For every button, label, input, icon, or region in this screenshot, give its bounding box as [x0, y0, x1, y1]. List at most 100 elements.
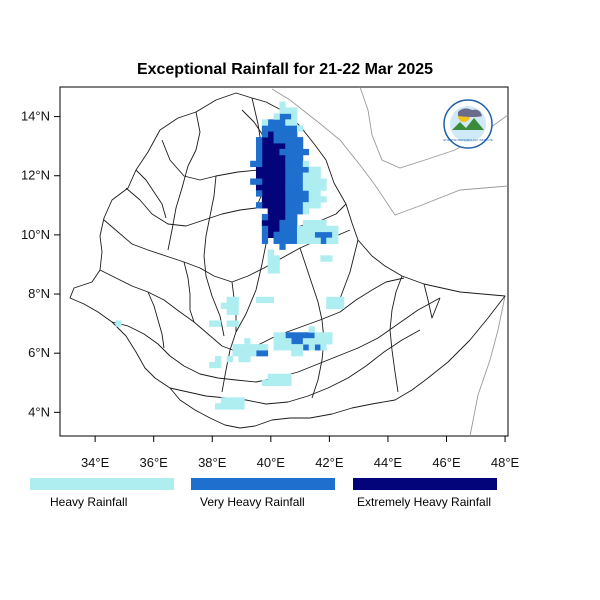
rainfall-cell	[291, 350, 298, 357]
rainfall-cell	[291, 225, 298, 233]
rainfall-cell	[226, 308, 233, 315]
rainfall-cell	[279, 113, 286, 120]
rainfall-cell	[232, 308, 239, 315]
plot-frame	[59, 86, 509, 437]
rainfall-cell	[279, 243, 286, 250]
x-tick-label: 36°E	[140, 455, 169, 470]
rainfall-cell	[314, 344, 321, 351]
rainfall-cell	[308, 231, 315, 239]
rainfall-cell	[291, 148, 298, 156]
rainfall-cell	[285, 231, 292, 239]
rainfall-cell	[326, 237, 333, 244]
rainfall-cell	[244, 350, 251, 357]
rainfall-cell	[238, 350, 245, 357]
rainfall-cell	[214, 320, 222, 327]
rainfall-cell	[273, 178, 280, 185]
rainfall-cell	[267, 160, 274, 168]
rainfall-cell	[296, 142, 304, 150]
rainfall-cell	[285, 190, 292, 197]
rainfall-cell	[285, 125, 292, 132]
rainfall-cell	[320, 225, 327, 233]
rainfall-cell	[308, 237, 315, 244]
rainfall-cell	[232, 350, 239, 357]
rainfall-cell	[273, 137, 280, 144]
rainfall-cell	[244, 344, 251, 351]
rainfall-cell	[285, 119, 292, 126]
rainfall-cell	[279, 231, 286, 239]
rainfall-cell	[285, 178, 292, 185]
x-tick-label: 34°E	[81, 455, 110, 470]
rainfall-cell	[320, 255, 327, 262]
rainfall-cell	[273, 338, 280, 345]
rainfall-cell	[220, 403, 228, 410]
rainfall-cell	[302, 190, 310, 197]
rainfall-cell	[308, 202, 315, 209]
rainfall-cell	[255, 296, 263, 304]
rainfall-cell	[273, 219, 280, 227]
rainfall-cell	[267, 261, 274, 268]
rainfall-cell	[273, 154, 280, 162]
rainfall-cell	[296, 344, 304, 351]
rainfall-cell	[320, 184, 327, 191]
rainfall-cell	[285, 202, 292, 209]
rainfall-cell	[291, 344, 298, 351]
rainfall-cell	[296, 190, 304, 197]
rainfall-cell	[291, 131, 298, 138]
rainfall-cell	[291, 172, 298, 179]
rainfall-cell	[261, 190, 269, 197]
rainfall-cell	[308, 332, 315, 339]
rainfall-cell	[267, 184, 274, 191]
rainfall-cell	[285, 196, 292, 203]
rainfall-cell	[273, 373, 280, 381]
rainfall-cell	[291, 208, 298, 215]
rainfall-cell	[285, 208, 292, 215]
rainfall-cell	[279, 119, 286, 126]
rainfall-cell	[273, 166, 280, 173]
rainfall-cell	[285, 379, 292, 386]
rainfall-cell	[302, 332, 310, 339]
rainfall-cell	[291, 178, 298, 185]
rainfall-cell	[337, 296, 345, 304]
rainfall-cell	[291, 338, 298, 345]
rainfall-cell	[255, 142, 263, 150]
rainfall-cell	[250, 160, 257, 168]
rainfall-cell	[279, 137, 286, 144]
rainfall-cell	[326, 332, 333, 339]
rainfall-cell	[314, 219, 321, 227]
legend-swatch-heavy	[30, 478, 174, 490]
rainfall-cell	[291, 107, 298, 114]
rainfall-cell	[326, 231, 333, 239]
legend-label-heavy: Heavy Rainfall	[50, 495, 127, 509]
rainfall-cell	[302, 184, 310, 191]
rainfall-cell	[273, 202, 280, 209]
rainfall-cell	[291, 219, 298, 227]
rainfall-cell	[267, 208, 274, 215]
y-tick-label: 12°N	[21, 168, 50, 183]
rainfall-cell	[296, 148, 304, 156]
rainfall-cell	[308, 172, 315, 179]
rainfall-cell	[232, 397, 239, 404]
rainfall-cell	[279, 160, 286, 168]
rainfall-cell	[291, 142, 298, 150]
rainfall-cell	[279, 219, 286, 227]
rainfall-cell	[279, 142, 286, 150]
rainfall-cell	[302, 148, 310, 156]
rainfall-cell	[238, 344, 245, 351]
rainfall-cell	[226, 355, 233, 363]
rainfall-cell	[279, 208, 286, 215]
rainfall-cell	[314, 172, 321, 179]
rainfall-cell	[250, 344, 257, 351]
legend-label-very-heavy: Very Heavy Rainfall	[200, 495, 305, 509]
rainfall-cell	[285, 154, 292, 162]
rainfall-cell	[267, 219, 274, 227]
rainfall-cell	[285, 219, 292, 227]
rainfall-cell	[314, 338, 321, 345]
rainfall-cell	[273, 125, 280, 132]
rainfall-cell	[267, 255, 274, 262]
rainfall-cell	[267, 213, 274, 221]
meteorology-agency-logo: ETHIOPIAN METEOROLOGY INSTITUTE	[443, 99, 493, 149]
rainfall-cell	[261, 344, 269, 351]
rainfall-cell	[273, 379, 280, 386]
y-axis: 4°N 6°N 8°N 10°N 12°N 14°N	[21, 109, 60, 419]
rainfall-cell	[285, 184, 292, 191]
